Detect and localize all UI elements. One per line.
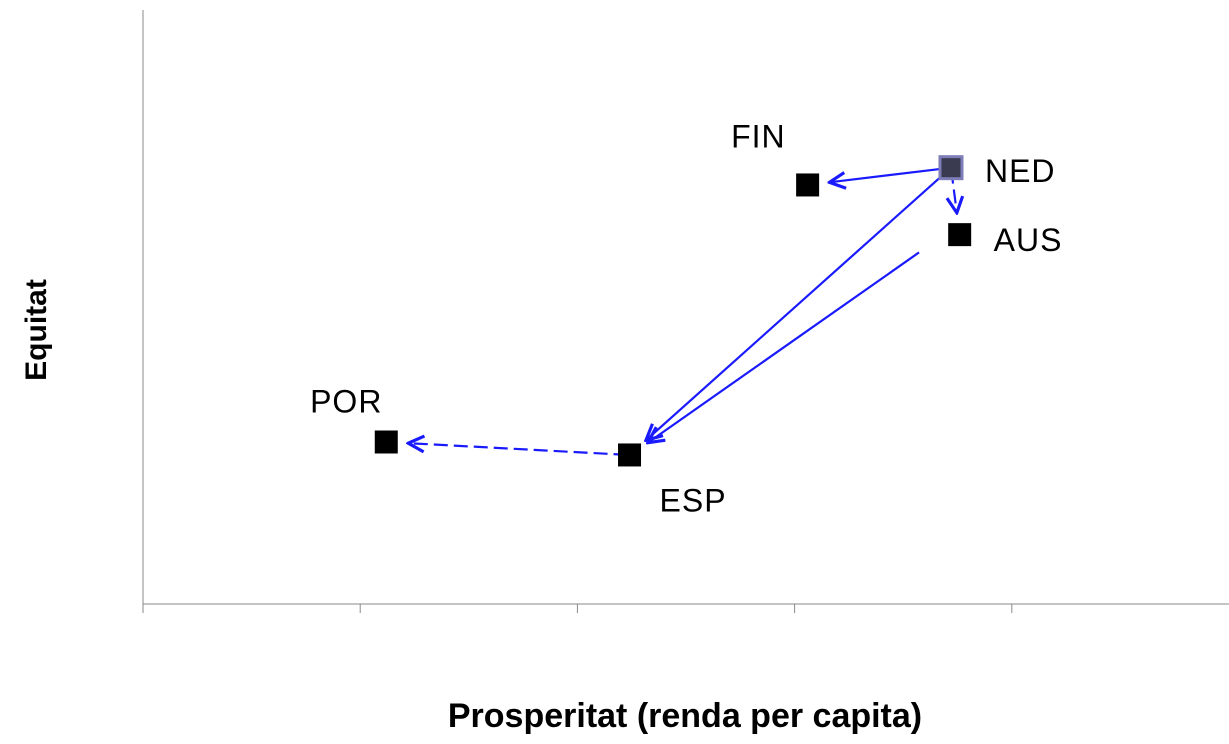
arrow [408, 443, 628, 456]
point [618, 443, 642, 467]
point-label: POR [310, 383, 382, 419]
arrow [646, 168, 951, 440]
x-axis-label: Prosperitat (renda per capita) [448, 697, 922, 735]
point [938, 155, 964, 181]
point [374, 430, 398, 454]
point-label: FIN [731, 118, 786, 154]
arrow [648, 251, 920, 442]
point-label: NED [985, 153, 1056, 189]
arrow [829, 166, 950, 182]
point [948, 223, 972, 247]
point-label: AUS [994, 222, 1063, 258]
point [796, 173, 820, 197]
y-axis-label: Equitat [20, 279, 53, 381]
point-label: ESP [660, 482, 727, 518]
